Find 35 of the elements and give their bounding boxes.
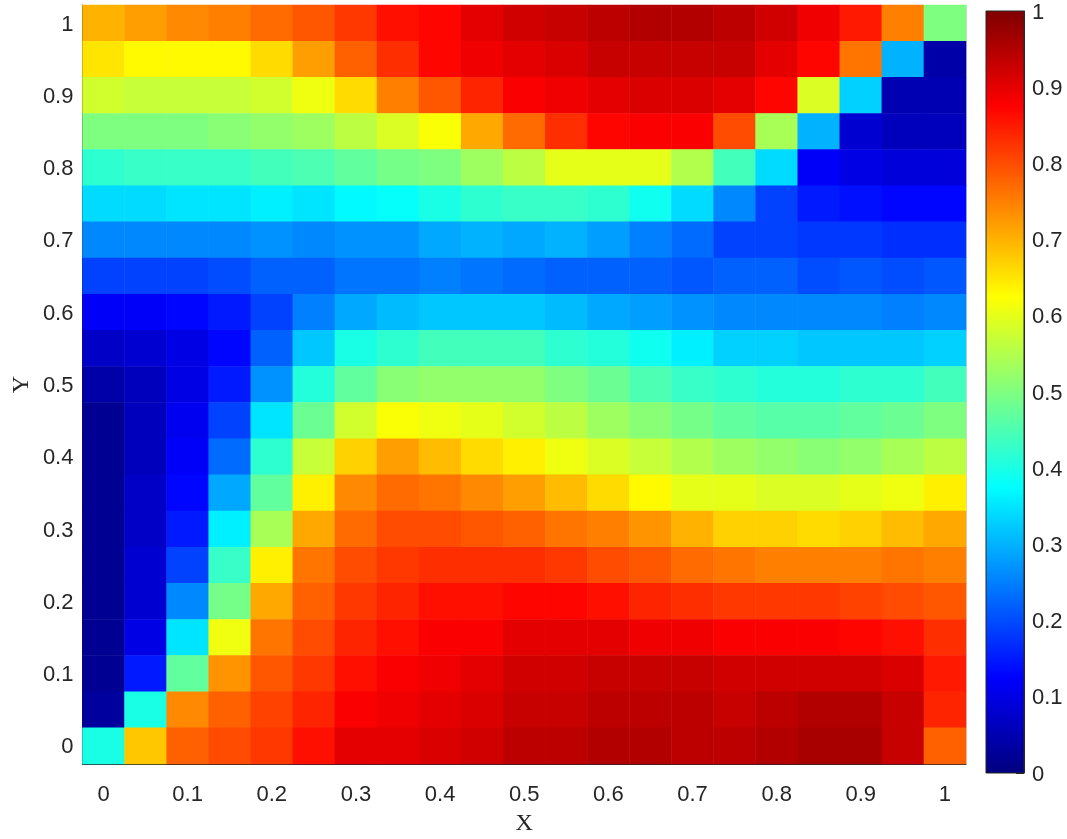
- x-tick-label: 1: [938, 780, 952, 806]
- color-bar-label: 1: [1032, 0, 1045, 24]
- x-tick-label: 0.5: [508, 780, 540, 806]
- y-tick-label: 0.6: [42, 299, 74, 325]
- color-bar-label: 0.1: [1032, 684, 1063, 710]
- x-tick-label: 0.4: [424, 780, 456, 806]
- y-tick-label: 0.8: [42, 155, 74, 181]
- y-tick-label: 0.7: [42, 227, 74, 253]
- color-bar-label: 0.3: [1032, 531, 1063, 557]
- x-tick-label: 0.2: [256, 780, 288, 806]
- y-tick-label: 0.4: [42, 444, 74, 470]
- color-bar-label: 0.2: [1032, 608, 1063, 634]
- x-axis-title: X: [515, 809, 533, 835]
- x-tick-label: 0.9: [845, 780, 877, 806]
- x-tick-label: 0.3: [340, 780, 372, 806]
- x-tick-label: 0.8: [761, 780, 792, 806]
- color-bar-label: 0.8: [1032, 150, 1063, 176]
- y-axis-title: Y: [7, 375, 33, 394]
- y-tick-label: 0.2: [42, 588, 74, 614]
- x-tick-label: 0: [97, 780, 110, 806]
- color-bar-label: 0.6: [1032, 303, 1063, 329]
- y-tick-label: 0.5: [42, 372, 74, 397]
- y-tick-label: 0.1: [42, 661, 74, 687]
- color-bar-label: 0.7: [1032, 227, 1063, 253]
- y-tick-label: 0.9: [42, 82, 74, 108]
- y-tick-label: 0: [61, 733, 74, 759]
- x-tick-label: 0.1: [172, 780, 203, 806]
- y-tick-label: 0.3: [42, 516, 74, 542]
- y-tick-label: 1: [61, 10, 74, 36]
- color-bar-label: 0: [1032, 760, 1045, 786]
- x-tick-label: 0.7: [677, 780, 708, 806]
- color-bar-label: 0.9: [1032, 74, 1063, 100]
- color-bar-label: 0.5: [1032, 379, 1063, 405]
- x-tick-label: 0.6: [593, 780, 624, 806]
- color-bar-label: 0.4: [1032, 455, 1063, 481]
